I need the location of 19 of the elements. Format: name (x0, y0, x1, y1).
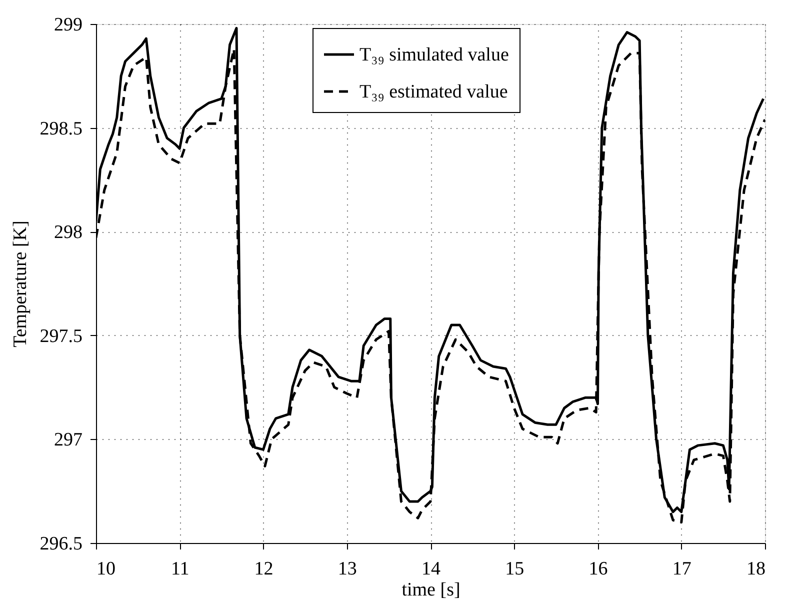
legend-label: T₃₉ simulated value (360, 44, 509, 66)
y-tick-label: 298.5 (40, 118, 82, 140)
legend-label: T₃₉ estimated value (360, 82, 508, 102)
x-tick-label: 16 (588, 558, 608, 580)
x-tick-label: 11 (170, 558, 190, 580)
x-tick-label: 18 (746, 558, 766, 580)
y-tick-label: 298 (54, 222, 82, 244)
x-tick-label: 17 (672, 558, 692, 580)
x-tick-label: 12 (254, 558, 274, 580)
x-tick-label: 13 (338, 558, 357, 580)
x-tick-label: 10 (96, 558, 116, 580)
y-axis-title: Temperature [K] (10, 220, 31, 348)
y-tick-label: 297 (54, 430, 82, 451)
x-axis-title: time [s] (402, 580, 460, 600)
y-tick-label: 299 (54, 14, 82, 36)
x-tick-label: 15 (505, 558, 524, 580)
x-tick-label: 14 (422, 558, 441, 580)
y-tick-label: 296.5 (40, 534, 82, 554)
y-tick-label: 297.5 (40, 326, 82, 347)
